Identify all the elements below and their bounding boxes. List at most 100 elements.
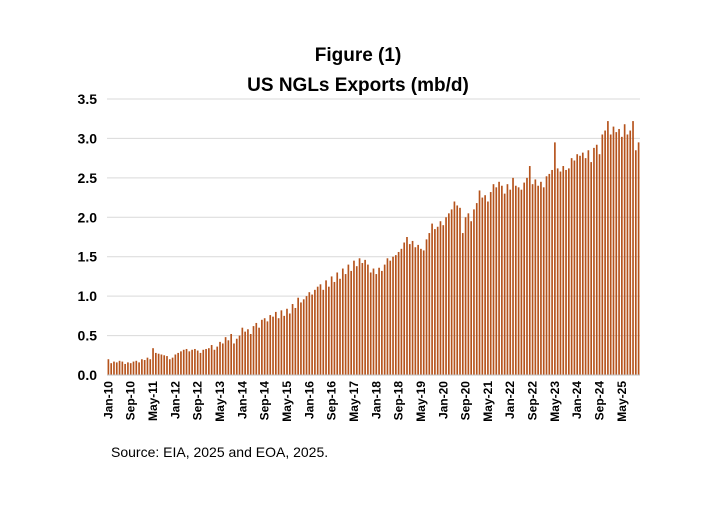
bar xyxy=(534,179,537,375)
bar xyxy=(629,130,632,375)
bar xyxy=(308,292,311,375)
bar xyxy=(562,166,565,375)
x-tick-label: Sep-18 xyxy=(392,381,406,421)
bar xyxy=(420,248,422,375)
bar xyxy=(526,177,528,375)
bar xyxy=(634,150,637,375)
bar xyxy=(300,302,302,375)
bar xyxy=(344,274,347,375)
bar xyxy=(637,142,640,375)
bar xyxy=(411,240,414,375)
bar xyxy=(364,259,366,375)
bar xyxy=(428,233,431,375)
bar xyxy=(498,181,500,375)
chart-subtitle: US NGLs Exports (mb/d) xyxy=(247,75,469,96)
bar xyxy=(570,158,573,375)
bar xyxy=(194,348,196,375)
bar xyxy=(233,343,235,375)
bar-series xyxy=(107,121,640,375)
bar xyxy=(369,272,372,375)
bar xyxy=(325,280,327,375)
bar xyxy=(286,308,288,375)
bar xyxy=(353,260,355,375)
bar xyxy=(143,360,146,375)
bar xyxy=(576,154,579,375)
x-tick-label: Sep-24 xyxy=(593,381,607,421)
bar xyxy=(626,134,629,375)
bar xyxy=(138,362,140,375)
bar xyxy=(612,126,615,375)
bar xyxy=(467,213,470,375)
bar xyxy=(361,263,364,375)
bar xyxy=(180,351,182,375)
bar xyxy=(618,128,620,375)
bar xyxy=(160,354,163,375)
bar xyxy=(403,242,406,375)
bar xyxy=(336,272,339,375)
bar xyxy=(531,184,534,375)
bar xyxy=(171,357,174,375)
bar xyxy=(166,356,168,375)
bar xyxy=(406,237,408,375)
bar xyxy=(249,333,252,375)
bar xyxy=(244,331,246,375)
bar xyxy=(157,353,160,375)
bar xyxy=(155,352,157,375)
bar xyxy=(185,348,188,375)
bar xyxy=(174,354,177,375)
gridlines xyxy=(107,98,640,337)
bar xyxy=(118,360,121,375)
bar xyxy=(227,340,230,375)
bar xyxy=(202,349,205,375)
bar xyxy=(520,189,523,375)
bar xyxy=(392,256,394,375)
bar xyxy=(247,329,249,375)
chart-title: Figure (1) xyxy=(314,45,402,66)
x-tick-label: Sep-12 xyxy=(191,381,205,421)
bar xyxy=(367,264,369,375)
bar xyxy=(107,359,110,375)
bar xyxy=(375,274,378,375)
bar xyxy=(316,286,319,375)
x-tick-label: May-23 xyxy=(548,381,562,422)
x-tick-label: May-25 xyxy=(615,381,629,422)
bar xyxy=(554,142,556,375)
bar xyxy=(235,338,238,375)
bar xyxy=(422,250,425,375)
bar xyxy=(590,162,592,375)
bar xyxy=(121,361,124,375)
bar xyxy=(216,346,219,375)
bar xyxy=(283,315,286,375)
x-tick-label: Sep-16 xyxy=(325,381,339,421)
bar xyxy=(149,359,152,375)
bar xyxy=(113,361,115,375)
bar xyxy=(350,270,353,375)
bar xyxy=(129,363,132,375)
bar xyxy=(397,251,400,375)
bar xyxy=(464,217,467,375)
bar xyxy=(425,239,428,375)
bar xyxy=(450,209,453,375)
bar xyxy=(512,177,514,375)
bar xyxy=(205,348,207,375)
bar xyxy=(442,225,445,375)
bar xyxy=(434,229,436,375)
bar xyxy=(297,297,299,375)
bar xyxy=(475,203,478,375)
bar xyxy=(545,176,548,375)
bar xyxy=(584,158,587,375)
bar xyxy=(556,168,559,375)
bar xyxy=(238,335,241,375)
x-tick-label: Jan-12 xyxy=(168,381,182,419)
bar xyxy=(277,318,280,375)
bar xyxy=(314,289,316,375)
bar xyxy=(188,351,191,375)
bar xyxy=(266,321,269,375)
y-tick-label: 3.0 xyxy=(78,130,98,146)
bar xyxy=(408,244,411,375)
x-tick-label: Jan-16 xyxy=(302,381,316,419)
bar xyxy=(196,350,199,375)
x-tick-label: May-19 xyxy=(414,381,428,422)
bar xyxy=(517,187,520,375)
